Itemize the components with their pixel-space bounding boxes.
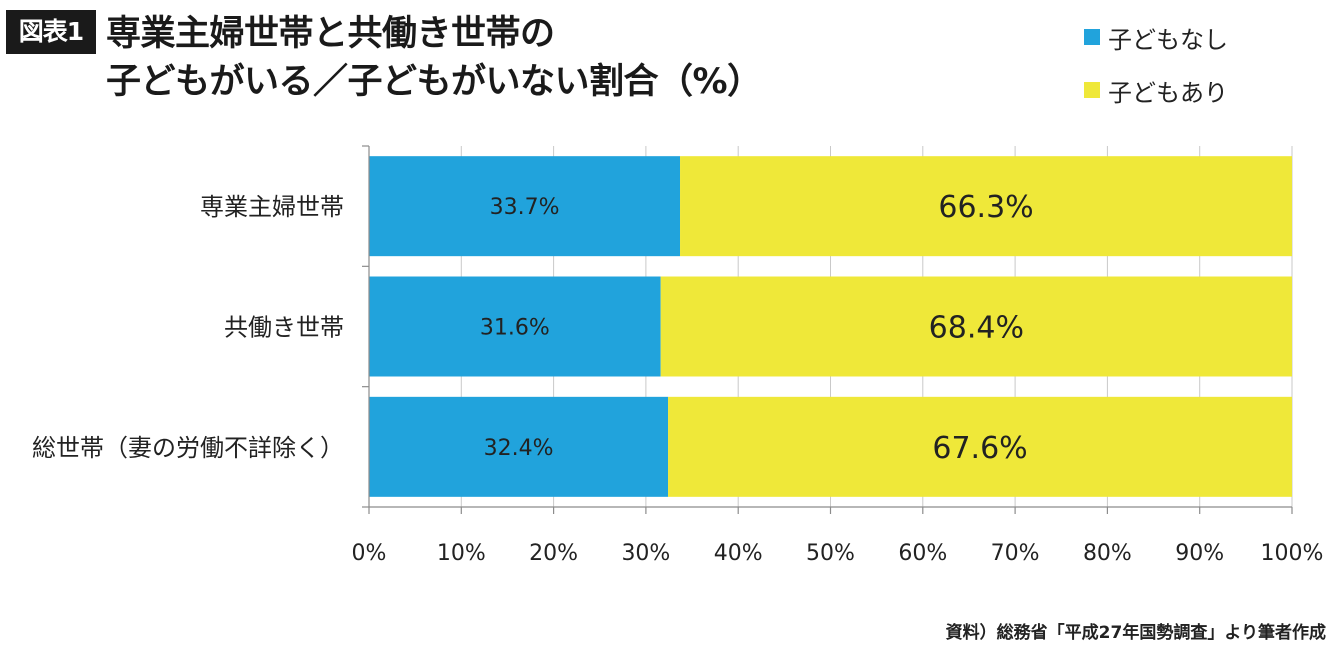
data-label-2-series-0: 32.4%: [484, 436, 554, 461]
data-label-0-series-1: 66.3%: [938, 190, 1033, 225]
x-tick-label-10: 100%: [1261, 541, 1324, 566]
bar-2-series-0: [369, 396, 669, 497]
x-tick-label-7: 70%: [991, 541, 1040, 566]
legend-item-with-children: 子どもあり: [1084, 75, 1228, 107]
legend-swatch-with-children: [1084, 82, 1100, 98]
data-label-1-series-1: 68.4%: [929, 311, 1024, 346]
data-label-1-series-0: 31.6%: [480, 316, 550, 341]
category-label-2: 総世帯（妻の労働不詳除く）: [32, 434, 344, 462]
x-tick-label-5: 50%: [806, 541, 855, 566]
legend-swatch-no-children: [1084, 29, 1100, 45]
x-tick-label-0: 0%: [352, 541, 387, 566]
legend: 子どもなし 子どもあり: [1084, 22, 1228, 128]
category-label-1: 共働き世帯: [224, 314, 344, 342]
chart-title: 専業主婦世帯と共働き世帯の 子どもがいる／子どもがいない割合（%）: [106, 10, 762, 106]
x-tick-label-1: 10%: [437, 541, 486, 566]
x-tick-label-8: 80%: [1083, 541, 1132, 566]
x-tick-label-9: 90%: [1175, 541, 1224, 566]
x-tick-label-2: 20%: [529, 541, 578, 566]
bar-0-series-0: [369, 156, 681, 257]
legend-label-with-children: 子どもあり: [1108, 78, 1228, 107]
category-label-0: 専業主婦世帯: [200, 193, 344, 221]
bar-1-series-1: [660, 276, 1292, 377]
data-label-2-series-1: 67.6%: [932, 431, 1027, 466]
bar-2-series-1: [668, 396, 1292, 497]
source-note: 資料）総務省「平成27年国勢調査」より筆者作成: [945, 623, 1326, 643]
bar-1-series-0: [369, 276, 661, 377]
legend-label-no-children: 子どもなし: [1108, 25, 1228, 54]
x-tick-label-6: 60%: [898, 541, 947, 566]
x-tick-label-4: 40%: [714, 541, 763, 566]
figure-label-badge: 図表1: [6, 10, 96, 54]
x-tick-label-3: 30%: [621, 541, 670, 566]
chart-title-line-1: 専業主婦世帯と共働き世帯の: [106, 14, 555, 54]
chart-title-line-2: 子どもがいる／子どもがいない割合（%）: [106, 62, 762, 102]
legend-item-no-children: 子どもなし: [1084, 22, 1228, 54]
data-label-0-series-0: 33.7%: [490, 195, 560, 220]
bar-0-series-1: [680, 156, 1292, 257]
